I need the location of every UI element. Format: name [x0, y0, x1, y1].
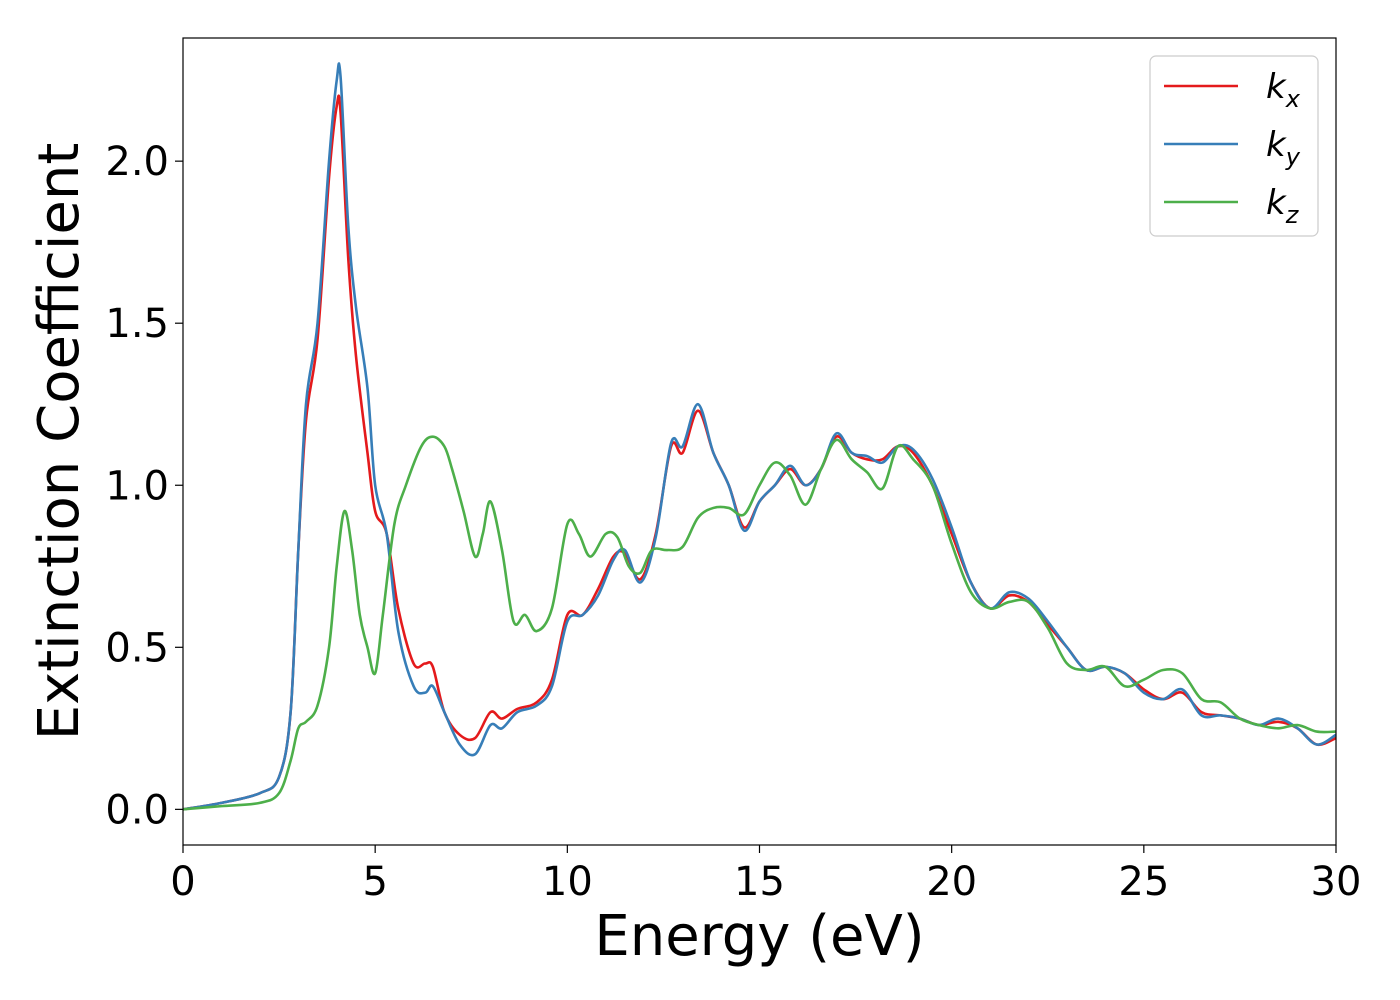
- y-tick-label: 0.5: [105, 625, 169, 671]
- series-layer: [183, 62, 1336, 811]
- y-tick-label: 2.0: [105, 139, 169, 185]
- x-tick-label: 5: [362, 859, 387, 905]
- series-line-kz: [183, 435, 1336, 811]
- y-axis-ticks: 0.0 0.5 1.0 1.5 2.0: [105, 139, 183, 833]
- legend-label-kz: kz: [1266, 183, 1300, 229]
- y-tick-label: 1.5: [105, 301, 169, 347]
- y-axis-title: Extinction Coefficient: [27, 143, 92, 741]
- y-tick-label: 0.0: [105, 787, 169, 833]
- legend-box: [1149, 55, 1319, 237]
- legend: kx ky kz: [1149, 55, 1319, 237]
- legend-label-kx: kx: [1266, 67, 1301, 113]
- y-tick-label: 1.0: [105, 463, 169, 509]
- x-tick-label: 0: [170, 859, 195, 905]
- x-axis-title: Energy (eV): [594, 904, 924, 969]
- x-tick-label: 15: [734, 859, 785, 905]
- x-tick-label: 30: [1311, 859, 1362, 905]
- legend-label-ky: ky: [1266, 125, 1301, 171]
- x-tick-label: 25: [1118, 859, 1169, 905]
- x-tick-label: 20: [926, 859, 977, 905]
- x-tick-label: 10: [542, 859, 593, 905]
- x-axis-ticks: 0 5 10 15 20 25 30: [170, 845, 1361, 905]
